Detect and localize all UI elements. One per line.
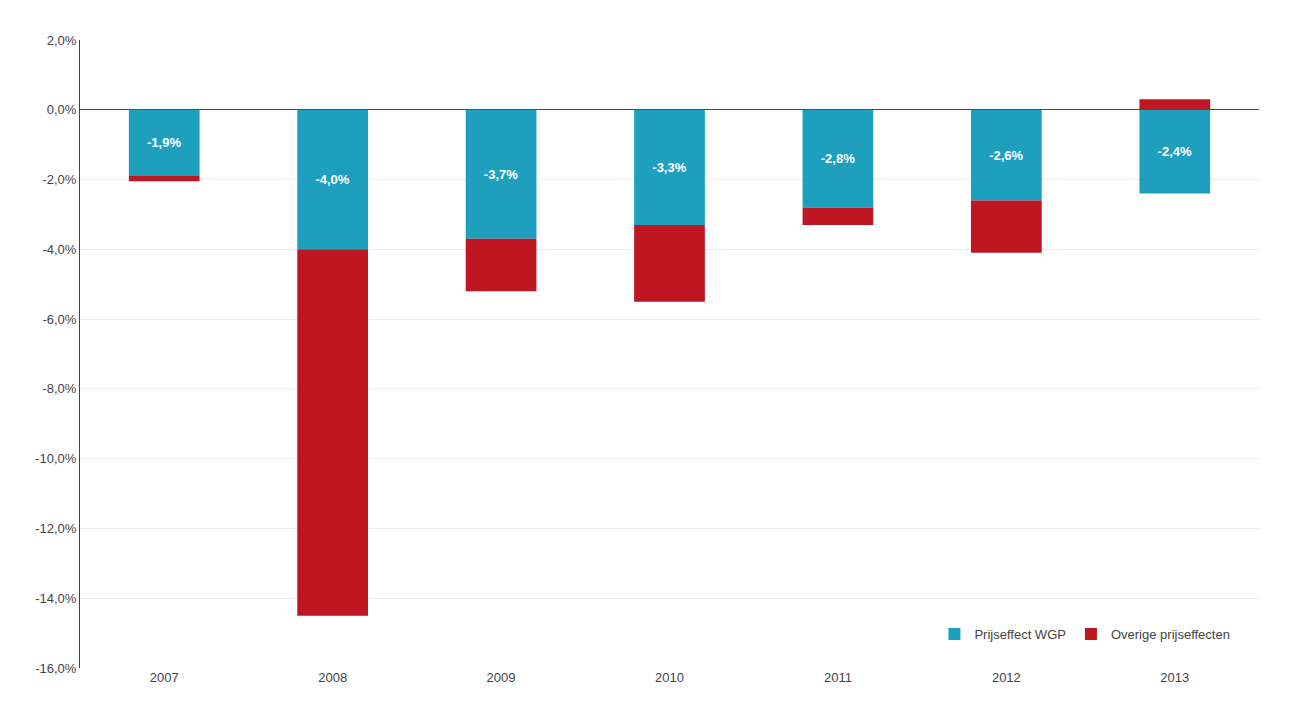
svg-text:-4,0%: -4,0% bbox=[42, 242, 76, 257]
svg-text:-1,9%: -1,9% bbox=[147, 135, 181, 150]
svg-text:2007: 2007 bbox=[150, 670, 179, 685]
svg-text:2011: 2011 bbox=[824, 670, 852, 685]
svg-text:2,0%: 2,0% bbox=[47, 33, 77, 48]
svg-text:-3,3%: -3,3% bbox=[652, 160, 686, 175]
svg-text:2012: 2012 bbox=[992, 670, 1021, 685]
svg-text:-2,6%: -2,6% bbox=[989, 148, 1023, 163]
svg-text:Overige prijseffecten: Overige prijseffecten bbox=[1111, 627, 1230, 642]
svg-text:0,0%: 0,0% bbox=[47, 102, 77, 117]
svg-text:-10,0%: -10,0% bbox=[35, 451, 77, 466]
svg-text:-2,8%: -2,8% bbox=[821, 151, 855, 166]
svg-text:2008: 2008 bbox=[318, 670, 347, 685]
svg-text:-16,0%: -16,0% bbox=[35, 661, 77, 676]
svg-text:2010: 2010 bbox=[655, 670, 684, 685]
svg-text:-3,7%: -3,7% bbox=[484, 167, 518, 182]
svg-text:2013: 2013 bbox=[1160, 670, 1189, 685]
svg-text:Prijseffect WGP: Prijseffect WGP bbox=[974, 627, 1066, 642]
svg-text:-4,0%: -4,0% bbox=[315, 172, 349, 187]
svg-text:-6,0%: -6,0% bbox=[42, 312, 76, 327]
svg-text:-12,0%: -12,0% bbox=[35, 521, 77, 536]
svg-text:-2,4%: -2,4% bbox=[1158, 144, 1192, 159]
svg-text:2009: 2009 bbox=[487, 670, 516, 685]
svg-text:-8,0%: -8,0% bbox=[42, 381, 76, 396]
svg-text:-14,0%: -14,0% bbox=[35, 591, 77, 606]
svg-text:-2,0%: -2,0% bbox=[42, 172, 76, 187]
